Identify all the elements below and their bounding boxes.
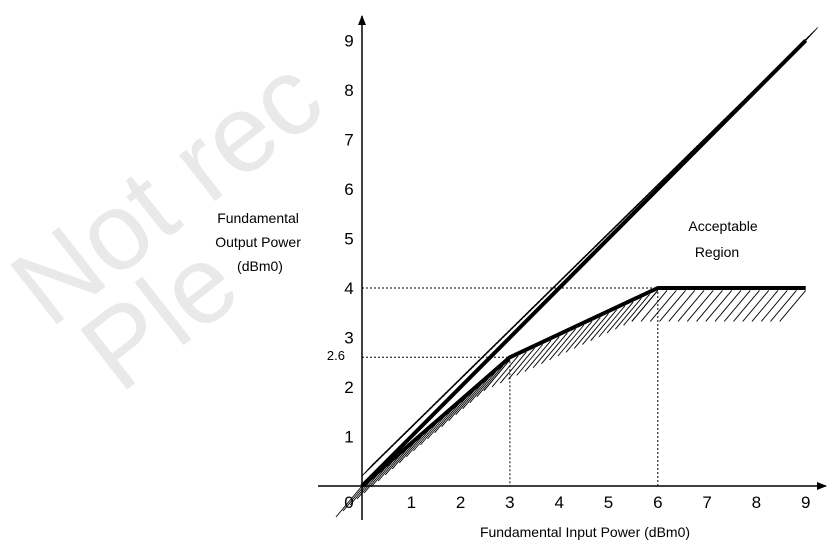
y-tick-label-2: 2 (344, 378, 353, 397)
lower-hatch-stroke-44 (659, 290, 686, 322)
lower-hatch-stroke-50 (714, 290, 742, 322)
x-tick-label-1: 1 (407, 493, 416, 512)
lower-hatch-stroke-17 (455, 383, 483, 416)
lower-hatch-stroke-14 (434, 401, 461, 434)
lower-hatch-stroke-33 (573, 317, 601, 349)
y-tick-label-6: 6 (344, 180, 353, 199)
lower-hatch-stroke-19 (469, 371, 497, 404)
lower-hatch-stroke-12 (420, 413, 447, 446)
x-tick-label-4: 4 (554, 493, 563, 512)
lower-hatch-stroke-18 (462, 377, 490, 410)
lower-hatch-stroke-52 (733, 290, 760, 322)
x-tick-labels: 1 2 3 4 5 6 7 8 9 (407, 493, 811, 512)
y-tick-label-9: 9 (344, 32, 353, 51)
origin-label: 0 (344, 493, 353, 512)
y-axis-label-line-3: (dBm0) (237, 258, 283, 274)
lower-hatch-stroke-25 (508, 347, 535, 380)
lower-hatch-stroke-49 (705, 290, 733, 322)
lower-hatch-stroke-30 (549, 328, 576, 361)
y-tick-label-7: 7 (344, 131, 353, 150)
lower-hatch-stroke-38 (615, 297, 642, 330)
lower-hatch-stroke-23 (491, 355, 519, 388)
y-tick-label-4: 4 (344, 279, 353, 298)
lower-hatch-stroke-55 (760, 290, 788, 322)
y-tick-labels: 1 2 3 4 5 6 7 8 9 (344, 32, 353, 447)
lower-hatch-stroke-53 (742, 290, 770, 322)
lower-hatch-stroke-43 (649, 290, 677, 322)
lower-hatch-stroke-48 (696, 290, 723, 322)
x-tick-label-2: 2 (456, 493, 465, 512)
x-tick-label-9: 9 (801, 493, 810, 512)
lower-hatch-stroke-32 (565, 320, 593, 353)
x-axis-label: Fundamental Input Power (dBm0) (480, 524, 690, 540)
lower-hatch-stroke-20 (476, 365, 504, 398)
lower-hatch-stroke-47 (686, 290, 714, 322)
x-tick-label-6: 6 (653, 493, 662, 512)
acceptable-region-line-1: Acceptable (688, 218, 757, 234)
lower-hatch-stroke-45 (668, 290, 696, 322)
x-tick-label-5: 5 (604, 493, 613, 512)
lower-hatch-stroke-56 (770, 290, 797, 322)
lower-hatch-stroke-34 (582, 313, 609, 345)
y-axis-label: Fundamental Output Power (dBm0) (215, 210, 305, 274)
lower-hatch-stroke-29 (541, 332, 568, 365)
lower-hatch-stroke-31 (557, 324, 585, 357)
lower-hatch-stroke-41 (631, 290, 659, 322)
acceptable-region-line-2: Region (695, 244, 739, 260)
y-axis-label-line-2: Output Power (215, 234, 301, 250)
lower-hatch-stroke-35 (590, 309, 618, 342)
upper-hatch-stroke-148 (805, 27, 819, 41)
upper-limit-line (360, 39, 808, 488)
lower-limit-line (360, 286, 806, 488)
y-tick-label-1: 1 (344, 428, 353, 447)
x-tick-label-8: 8 (752, 493, 761, 512)
lower-hatch-stroke-36 (598, 305, 626, 338)
lower-hatch-stroke-27 (524, 340, 552, 372)
y-tick-label-8: 8 (344, 81, 353, 100)
lower-hatch-stroke-37 (606, 301, 634, 334)
y-tick-label-5: 5 (344, 230, 353, 249)
lower-hatch-stroke-28 (532, 336, 560, 368)
lower-hatch-stroke-16 (448, 389, 476, 422)
lower-hatch-stroke-15 (441, 395, 468, 428)
lower-hatch-stroke-39 (623, 294, 650, 326)
y-tick-label-3: 3 (344, 329, 353, 348)
lower-hatch-stroke-24 (499, 351, 527, 384)
y-axis-label-line-1: Fundamental (217, 210, 299, 226)
lower-hatch-stroke-11 (413, 419, 440, 452)
x-tick-label-7: 7 (702, 493, 711, 512)
y-tick-label-2-6: 2.6 (327, 348, 345, 363)
lower-hatch-stroke-22 (483, 359, 511, 392)
acceptable-region-label: Acceptable Region (688, 218, 761, 260)
lower-hatch-stroke-51 (723, 290, 751, 322)
lower-hatch-stroke-54 (751, 290, 779, 322)
lower-hatch-stroke-46 (677, 290, 705, 322)
lower-hatch-stroke-13 (427, 407, 454, 440)
lower-hatch-stroke-42 (640, 290, 668, 322)
x-tick-label-3: 3 (505, 493, 514, 512)
lower-hatch-stroke-26 (516, 344, 544, 376)
lower-limit-hatching (335, 290, 807, 518)
lower-hatch-stroke-57 (779, 290, 807, 322)
lower-hatch-stroke-0 (335, 485, 363, 518)
